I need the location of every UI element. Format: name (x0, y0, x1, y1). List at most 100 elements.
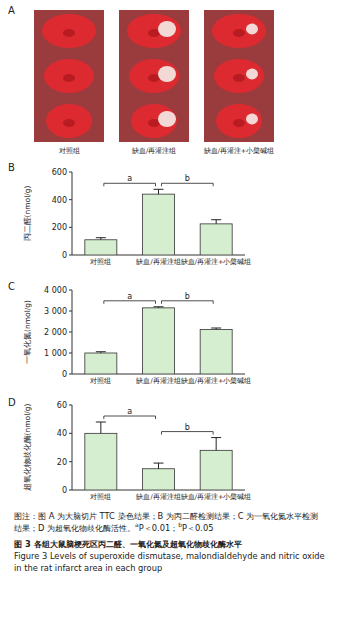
y-axis (72, 405, 73, 490)
error-bar (96, 422, 106, 433)
marks (85, 189, 232, 255)
brain-detail (63, 119, 75, 127)
panel-label: B (8, 162, 15, 173)
tick (69, 490, 72, 491)
chart: C01 0002 0003 0004 000一氧化氮(nmol/g)对照组缺血/… (8, 281, 251, 385)
significance: b (185, 423, 190, 432)
tick (69, 353, 72, 354)
caption-note: 图注：图 A 为大脑切片 TTC 染色结果；B 为丙二醛检测结果；C 为一氧化氮… (14, 510, 326, 534)
category-label: 对照组 (90, 377, 111, 385)
caption-text: P＜0.01； (139, 523, 178, 533)
panel-label: D (8, 397, 16, 408)
error-bar (211, 328, 221, 329)
error-bar (154, 189, 164, 194)
infarct (246, 114, 258, 125)
tick (69, 374, 72, 375)
y-axis (72, 172, 73, 255)
caption-text: b (178, 521, 182, 528)
error-bar (154, 307, 164, 308)
significance: b (185, 292, 190, 301)
bar (143, 308, 175, 374)
error-bar (211, 220, 221, 224)
tick-label: 1 000 (44, 349, 67, 358)
marks (85, 422, 232, 490)
chart: B0200400600丙二醛(nmol/g)对照组缺血/再灌注组缺血/再灌注+小… (8, 162, 251, 266)
photo (119, 10, 189, 142)
tick-label: 60 (57, 401, 67, 410)
brain-detail (233, 74, 245, 82)
tick (69, 311, 72, 312)
tick (69, 227, 72, 228)
brain-slice (131, 104, 177, 138)
panel-label: A (8, 5, 15, 16)
brain-detail (63, 74, 75, 82)
category-label: 缺血/再灌注组 (136, 377, 180, 385)
category-label: 缺血/再灌注组 (136, 493, 180, 501)
tick-label: 0 (62, 370, 67, 379)
tick-label: 400 (52, 196, 67, 205)
photo (204, 10, 274, 142)
bar (85, 353, 117, 374)
tick (69, 405, 72, 406)
brain-detail (233, 29, 245, 37)
brain-slice (129, 59, 179, 93)
infarct (158, 111, 176, 127)
chart: D0204060超氧化物歧化酶(nmol/g)对照组缺血/再灌注组缺血/再灌注+… (8, 397, 251, 501)
axis-title: 丙二醛(nmol/g) (23, 185, 32, 241)
brain-slice (212, 14, 266, 48)
error-bar (211, 438, 221, 451)
caption-text: P＜0.05 (182, 523, 213, 533)
significance: b (185, 174, 190, 183)
significance: a (127, 292, 132, 301)
brain-slice (46, 104, 92, 138)
bracket (104, 416, 156, 419)
tick (69, 461, 72, 462)
error-bar (96, 238, 106, 240)
bar (85, 240, 117, 255)
figure-title-en: Figure 3 Levels of superoxide dismutase,… (14, 550, 326, 574)
bar (200, 450, 232, 490)
bracket (162, 432, 214, 435)
brain-detail (233, 119, 245, 127)
category-label: 缺血/再灌注+小檗碱组 (181, 493, 252, 501)
tick-label: 3 000 (44, 307, 67, 316)
category-label: 对照组 (90, 258, 111, 266)
bar (200, 329, 232, 374)
group-label: 缺血/再灌注+小檗碱组 (204, 147, 275, 155)
caption: 图注：图 A 为大脑切片 TTC 染色结果；B 为丙二醛检测结果；C 为一氧化氮… (14, 510, 326, 574)
bracket (104, 301, 156, 304)
panel-label: C (8, 281, 15, 292)
tick-label: 600 (52, 168, 67, 177)
brain-detail (63, 29, 75, 37)
category-label: 缺血/再灌注组 (136, 258, 180, 266)
infarct (158, 66, 176, 82)
bracket (104, 183, 156, 186)
brain-slice (42, 14, 96, 48)
significance: a (127, 407, 132, 416)
bar (143, 469, 175, 490)
figure-title: 图 3 各组大鼠脑梗死区丙二醛、一氧化氮及超氧化物歧化酶水平 (14, 538, 326, 550)
error-bar (96, 352, 106, 353)
infarct (246, 24, 258, 35)
brain-slice (216, 104, 262, 138)
brain-slice (127, 14, 181, 48)
tick (69, 332, 72, 333)
error-bar (154, 463, 164, 469)
category-label: 缺血/再灌注+小檗碱组 (181, 258, 252, 266)
tick-label: 0 (62, 251, 67, 260)
brain-slice (44, 59, 94, 93)
tick-label: 0 (62, 486, 67, 495)
tick-label: 2 000 (44, 328, 67, 337)
tick (69, 290, 72, 291)
tick (69, 199, 72, 200)
bar (85, 433, 117, 490)
category-label: 对照组 (90, 493, 111, 501)
tick (69, 433, 72, 434)
group-label: 对照组 (59, 147, 80, 155)
bracket (162, 301, 214, 304)
axis-title: 一氧化氮(nmol/g) (23, 300, 32, 364)
category-label: 缺血/再灌注+小檗碱组 (181, 377, 252, 385)
infarct (246, 69, 258, 80)
axis-title: 超氧化物歧化酶(nmol/g) (23, 403, 32, 491)
tick-label: 20 (57, 458, 67, 467)
